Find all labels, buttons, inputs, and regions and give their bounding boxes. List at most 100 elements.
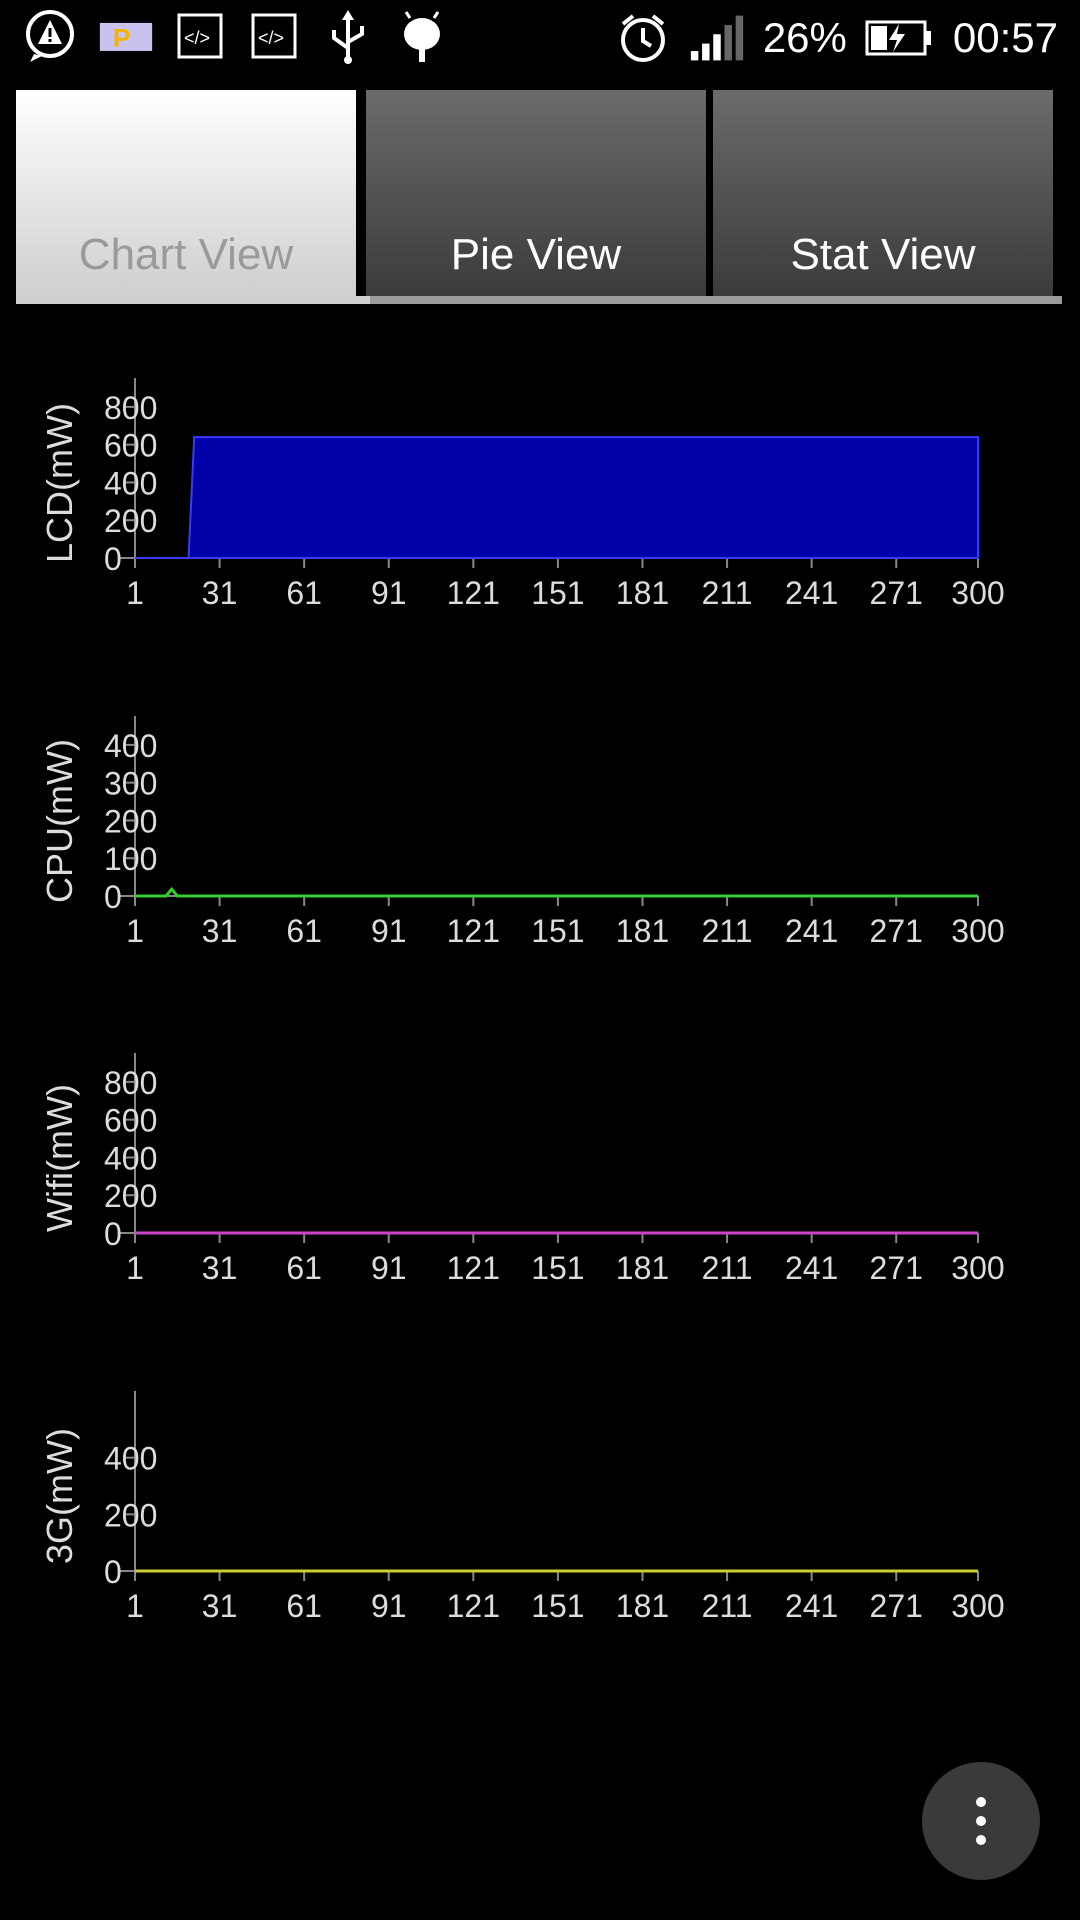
x-tick-label: 31	[202, 1250, 238, 1286]
x-tick-label: 271	[870, 575, 923, 611]
x-tick-label: 31	[202, 913, 238, 949]
x-tick-label: 181	[616, 1588, 669, 1624]
code-icon: </>	[246, 8, 302, 64]
code-icon: </>	[172, 8, 228, 64]
y-tick-label: 400	[104, 1140, 157, 1176]
x-tick-label: 181	[616, 575, 669, 611]
x-tick-label: 121	[447, 1250, 500, 1286]
y-tick-label: 400	[104, 728, 157, 764]
y-tick-label: 0	[104, 541, 122, 577]
tab-chart-view[interactable]: Chart View	[16, 90, 356, 296]
y-axis-label: CPU(mW)	[39, 739, 80, 903]
android-icon	[394, 8, 450, 64]
y-tick-label: 800	[104, 390, 157, 426]
y-axis-label: 3G(mW)	[39, 1428, 80, 1564]
tab-label: Pie View	[450, 230, 622, 279]
3g-chart-plot: 3G(mW) 0 200 400 1 31 61 91 121 151 181 211 241 271 30…	[39, 1391, 1005, 1624]
cpu-chart: CPU(mW) 0 100 200 300 400 1 31 61 91 121 151 181 211 2…	[0, 708, 1080, 1008]
y-tick-label: 0	[104, 1216, 122, 1252]
svg-text:</>: </>	[184, 28, 210, 48]
3g-chart: 3G(mW) 0 200 400 1 31 61 91 121 151 181 211 241 271 30…	[0, 1383, 1080, 1683]
x-tick-label: 300	[951, 1588, 1004, 1624]
x-tick-label: 300	[951, 575, 1004, 611]
overflow-menu-button[interactable]	[922, 1762, 1040, 1880]
status-bar: P </> </> 26% 00:57	[0, 0, 1080, 76]
series-line	[135, 886, 978, 898]
x-tick-label: 271	[870, 1250, 923, 1286]
series-area	[135, 436, 979, 559]
y-tick-label: 100	[104, 841, 157, 877]
lcd-chart: LCD(mW) 0 200 400 600 800 1 31 61 91 121 151 181 211 2…	[0, 370, 1080, 670]
y-tick-label: 400	[104, 465, 157, 501]
y-tick-label: 300	[104, 766, 157, 802]
parking-icon: P	[98, 8, 154, 64]
x-tick-label: 211	[702, 1250, 753, 1286]
x-tick-label: 1	[126, 575, 144, 611]
svg-text:</>: </>	[258, 28, 284, 48]
y-tick-label: 200	[104, 1178, 157, 1214]
y-tick-label: 600	[104, 1103, 157, 1139]
x-tick-label: 271	[870, 1588, 923, 1624]
y-tick-label: 600	[104, 428, 157, 464]
y-tick-label: 200	[104, 503, 157, 539]
y-tick-label: 200	[104, 803, 157, 839]
usb-icon	[320, 8, 376, 64]
svg-text:P: P	[113, 23, 130, 53]
wifi-chart: Wifi(mW) 0 200 400 600 800 1 31 61 91 121 151 181 211…	[0, 1045, 1080, 1345]
x-tick-label: 211	[702, 575, 753, 611]
battery-percent: 26%	[762, 14, 847, 61]
x-tick-label: 91	[371, 1588, 407, 1624]
x-tick-label: 241	[785, 1588, 838, 1624]
x-tick-label: 91	[371, 1250, 407, 1286]
x-tick-label: 241	[785, 575, 838, 611]
x-tick-label: 1	[126, 1588, 144, 1624]
x-tick-label: 61	[286, 1588, 322, 1624]
y-tick-label: 400	[104, 1441, 157, 1477]
tab-label: Chart View	[78, 230, 294, 279]
x-tick-label: 151	[531, 575, 584, 611]
y-axis-label: Wifi(mW)	[39, 1084, 80, 1232]
y-tick-label: 0	[104, 879, 122, 915]
x-tick-label: 181	[616, 1250, 669, 1286]
x-tick-label: 91	[371, 913, 407, 949]
x-tick-label: 151	[531, 913, 584, 949]
x-tick-label: 91	[371, 575, 407, 611]
tab-indicator	[16, 296, 1062, 304]
tab-pie-view[interactable]: Pie View	[366, 90, 706, 296]
tab-label: Stat View	[790, 230, 976, 279]
clock: 00:57	[952, 14, 1058, 61]
alert-bubble-icon	[24, 8, 80, 64]
x-tick-label: 241	[785, 913, 838, 949]
y-tick-label: 200	[104, 1497, 157, 1533]
x-tick-label: 121	[447, 1588, 500, 1624]
y-axis-label: LCD(mW)	[39, 403, 80, 563]
x-tick-label: 1	[126, 913, 144, 949]
x-tick-label: 151	[531, 1588, 584, 1624]
y-tick-label: 0	[104, 1554, 122, 1590]
x-tick-label: 61	[286, 913, 322, 949]
x-tick-label: 211	[702, 1588, 753, 1624]
x-tick-label: 271	[870, 913, 923, 949]
x-tick-label: 300	[951, 1250, 1004, 1286]
x-tick-label: 1	[126, 1250, 144, 1286]
tab-bar: Chart View Pie View Stat View	[16, 90, 1062, 306]
more-vert-icon	[976, 1797, 986, 1845]
x-tick-label: 241	[785, 1250, 838, 1286]
x-tick-label: 31	[202, 575, 238, 611]
x-tick-label: 181	[616, 913, 669, 949]
y-tick-label: 800	[104, 1065, 157, 1101]
battery-charging-icon	[865, 10, 935, 66]
x-tick-label: 121	[447, 575, 500, 611]
alarm-icon	[615, 10, 671, 66]
x-tick-label: 121	[447, 913, 500, 949]
x-tick-label: 61	[286, 1250, 322, 1286]
x-tick-label: 211	[702, 913, 753, 949]
x-tick-label: 300	[951, 913, 1004, 949]
x-tick-label: 151	[531, 1250, 584, 1286]
signal-icon	[689, 10, 745, 66]
tab-stat-view[interactable]: Stat View	[713, 90, 1053, 296]
x-tick-label: 61	[286, 575, 322, 611]
